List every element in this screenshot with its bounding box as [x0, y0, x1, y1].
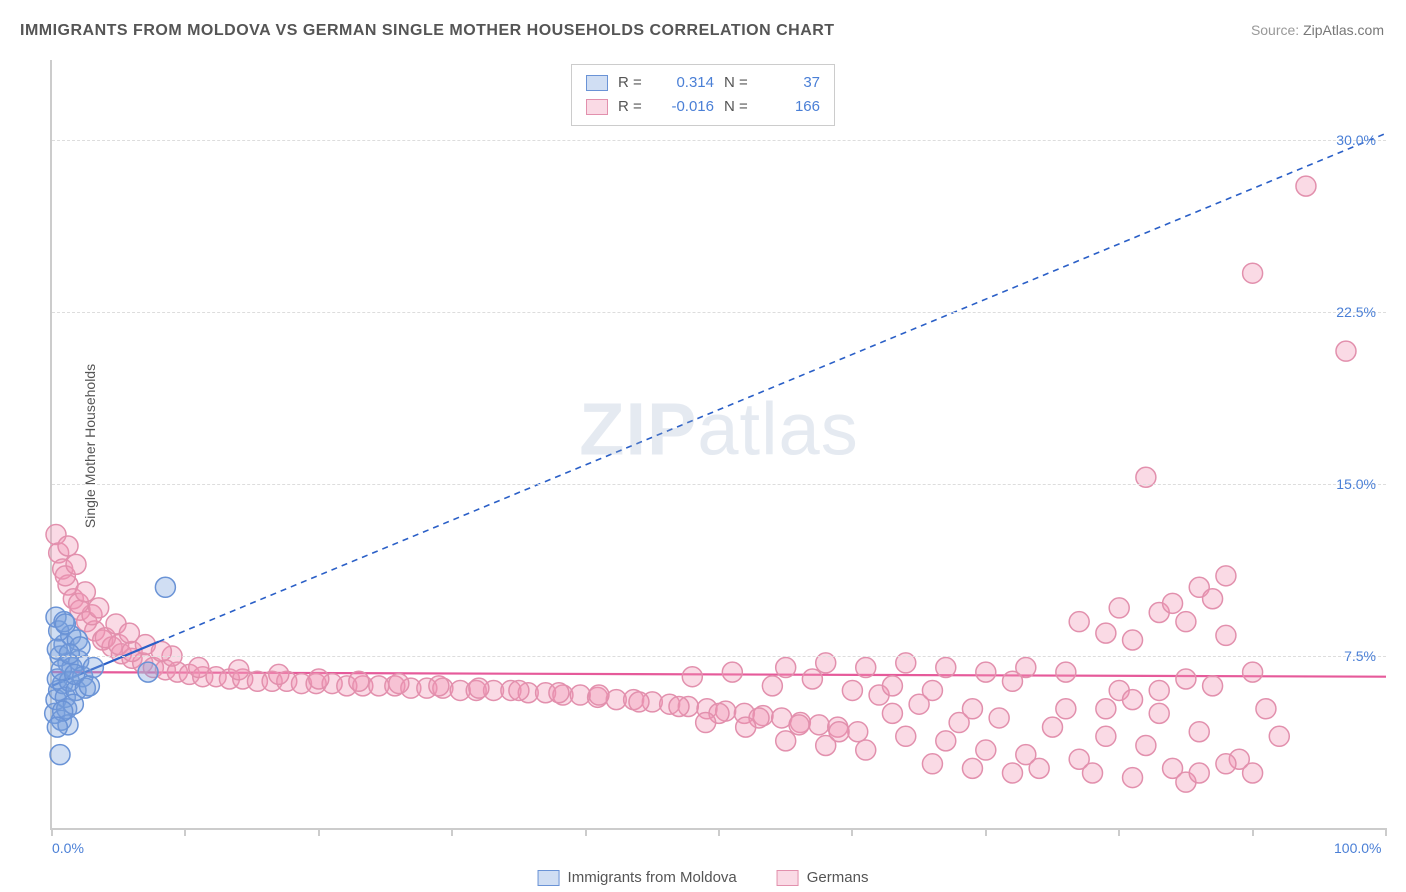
swatch-germans	[586, 99, 608, 115]
series-legend: Immigrants from Moldova Germans	[538, 869, 869, 886]
legend-label: Immigrants from Moldova	[568, 869, 737, 886]
source-attribution: Source: ZipAtlas.com	[1251, 22, 1384, 38]
x-tick	[184, 828, 186, 836]
n-value: 166	[766, 95, 820, 119]
gridline	[52, 140, 1386, 141]
chart-title: IMMIGRANTS FROM MOLDOVA VS GERMAN SINGLE…	[20, 22, 835, 40]
r-label: R =	[618, 71, 650, 95]
gridline	[52, 312, 1386, 313]
x-tick-label: 0.0%	[52, 840, 84, 856]
legend-item-moldova: Immigrants from Moldova	[538, 869, 737, 886]
stats-legend-row-moldova: R = 0.314 N = 37	[586, 71, 820, 95]
x-tick-label: 100.0%	[1334, 840, 1381, 856]
x-tick	[451, 828, 453, 836]
stats-legend-row-germans: R = -0.016 N = 166	[586, 95, 820, 119]
swatch-germans	[777, 870, 799, 886]
r-value: 0.314	[660, 71, 714, 95]
legend-item-germans: Germans	[777, 869, 869, 886]
n-label: N =	[724, 71, 756, 95]
x-tick	[51, 828, 53, 836]
y-tick-label: 30.0%	[1336, 132, 1376, 148]
x-tick	[318, 828, 320, 836]
x-tick	[851, 828, 853, 836]
swatch-moldova	[586, 75, 608, 91]
x-tick	[718, 828, 720, 836]
scatter-svg	[52, 60, 1386, 828]
stats-legend: R = 0.314 N = 37 R = -0.016 N = 166	[571, 64, 835, 126]
plot-area: ZIPatlas 7.5%15.0%22.5%30.0%0.0%100.0%	[50, 60, 1386, 830]
gridline	[52, 484, 1386, 485]
source-label: Source:	[1251, 22, 1299, 38]
r-label: R =	[618, 95, 650, 119]
y-tick-label: 15.0%	[1336, 476, 1376, 492]
r-value: -0.016	[660, 95, 714, 119]
n-label: N =	[724, 95, 756, 119]
gridline	[52, 656, 1386, 657]
x-tick	[1118, 828, 1120, 836]
y-tick-label: 7.5%	[1344, 648, 1376, 664]
y-tick-label: 22.5%	[1336, 304, 1376, 320]
x-tick	[1385, 828, 1387, 836]
x-tick	[985, 828, 987, 836]
source-value: ZipAtlas.com	[1303, 22, 1384, 38]
swatch-moldova	[538, 870, 560, 886]
legend-label: Germans	[807, 869, 869, 886]
x-tick	[585, 828, 587, 836]
n-value: 37	[766, 71, 820, 95]
x-tick	[1252, 828, 1254, 836]
